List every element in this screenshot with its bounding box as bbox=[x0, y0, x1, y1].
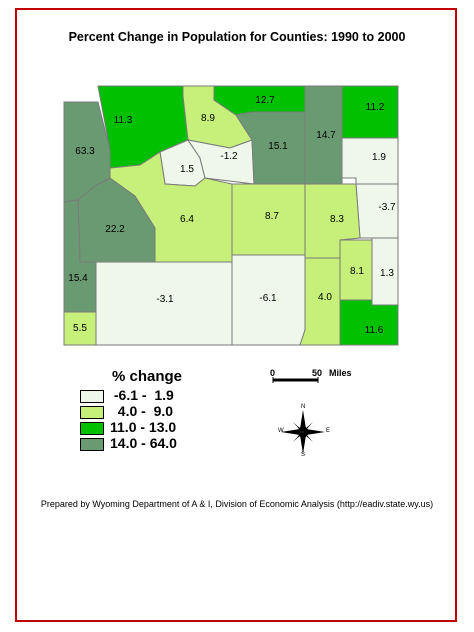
scale-start-label: 0 bbox=[270, 368, 276, 378]
scale-bar bbox=[272, 377, 319, 383]
county-value-sheridan: 12.7 bbox=[255, 95, 275, 106]
legend-item: 11.0 - 13.0 bbox=[80, 419, 230, 435]
county-value-weston: 1.9 bbox=[372, 152, 386, 163]
compass-rose-icon bbox=[281, 410, 325, 454]
county-value-goshen: 1.3 bbox=[380, 268, 394, 279]
county-value-niobrara: -3.7 bbox=[378, 202, 396, 213]
legend-item: -6.1 - 1.9 bbox=[80, 387, 230, 403]
county-value-lincoln: 15.4 bbox=[68, 273, 88, 284]
county-value-johnson: 15.1 bbox=[268, 141, 288, 152]
legend-swatch bbox=[80, 422, 104, 435]
county-value-platte: 8.1 bbox=[350, 266, 364, 277]
legend-swatch bbox=[80, 438, 104, 451]
scale-unit-label: Miles bbox=[329, 368, 352, 378]
legend-item: 14.0 - 64.0 bbox=[80, 435, 230, 451]
county-uinta[interactable] bbox=[63, 311, 97, 346]
page-border bbox=[15, 8, 457, 622]
county-value-carbon: -6.1 bbox=[259, 293, 277, 304]
county-laramie[interactable] bbox=[339, 299, 399, 346]
footer-credit: Prepared by Wyoming Department of A & I,… bbox=[40, 499, 434, 509]
county-value-park: 11.3 bbox=[114, 115, 133, 126]
map-title: Percent Change in Population for Countie… bbox=[68, 30, 406, 44]
county-value-converse: 8.3 bbox=[330, 214, 344, 225]
legend-label: 11.0 - 13.0 bbox=[110, 419, 177, 435]
legend-title: % change bbox=[112, 368, 183, 385]
legend-swatch bbox=[80, 390, 104, 403]
county-value-teton: 63.3 bbox=[75, 146, 95, 157]
compass-s-label: S bbox=[301, 452, 306, 458]
legend-label: 14.0 - 64.0 bbox=[110, 435, 177, 451]
legend-label: -6.1 - 1.9 bbox=[110, 387, 174, 403]
legend-swatch bbox=[80, 406, 104, 419]
county-value-washakie: -1.2 bbox=[220, 151, 238, 162]
compass-n-label: N bbox=[301, 404, 306, 410]
county-value-albany: 4.0 bbox=[318, 292, 332, 303]
county-value-hot-springs: 1.5 bbox=[180, 164, 194, 175]
county-value-big-horn: 8.9 bbox=[201, 113, 215, 124]
scale-end-label: 50 bbox=[312, 368, 323, 378]
legend-item: 4.0 - 9.0 bbox=[80, 403, 230, 419]
county-value-natrona: 8.7 bbox=[265, 211, 279, 222]
county-value-campbell: 14.7 bbox=[316, 130, 336, 141]
county-value-sublette: 22.2 bbox=[105, 224, 125, 235]
county-value-laramie: 11.6 bbox=[365, 325, 384, 336]
county-albany[interactable] bbox=[299, 257, 341, 346]
compass-e-label: E bbox=[326, 428, 331, 434]
county-value-fremont: 6.4 bbox=[180, 214, 194, 225]
compass-w-label: W bbox=[278, 428, 284, 434]
legend-label: 4.0 - 9.0 bbox=[110, 403, 174, 419]
county-value-crook: 11.2 bbox=[366, 102, 385, 113]
county-value-sweetwater: -3.1 bbox=[156, 294, 174, 305]
county-weston[interactable] bbox=[341, 137, 399, 185]
county-value-uinta: 5.5 bbox=[73, 323, 87, 334]
